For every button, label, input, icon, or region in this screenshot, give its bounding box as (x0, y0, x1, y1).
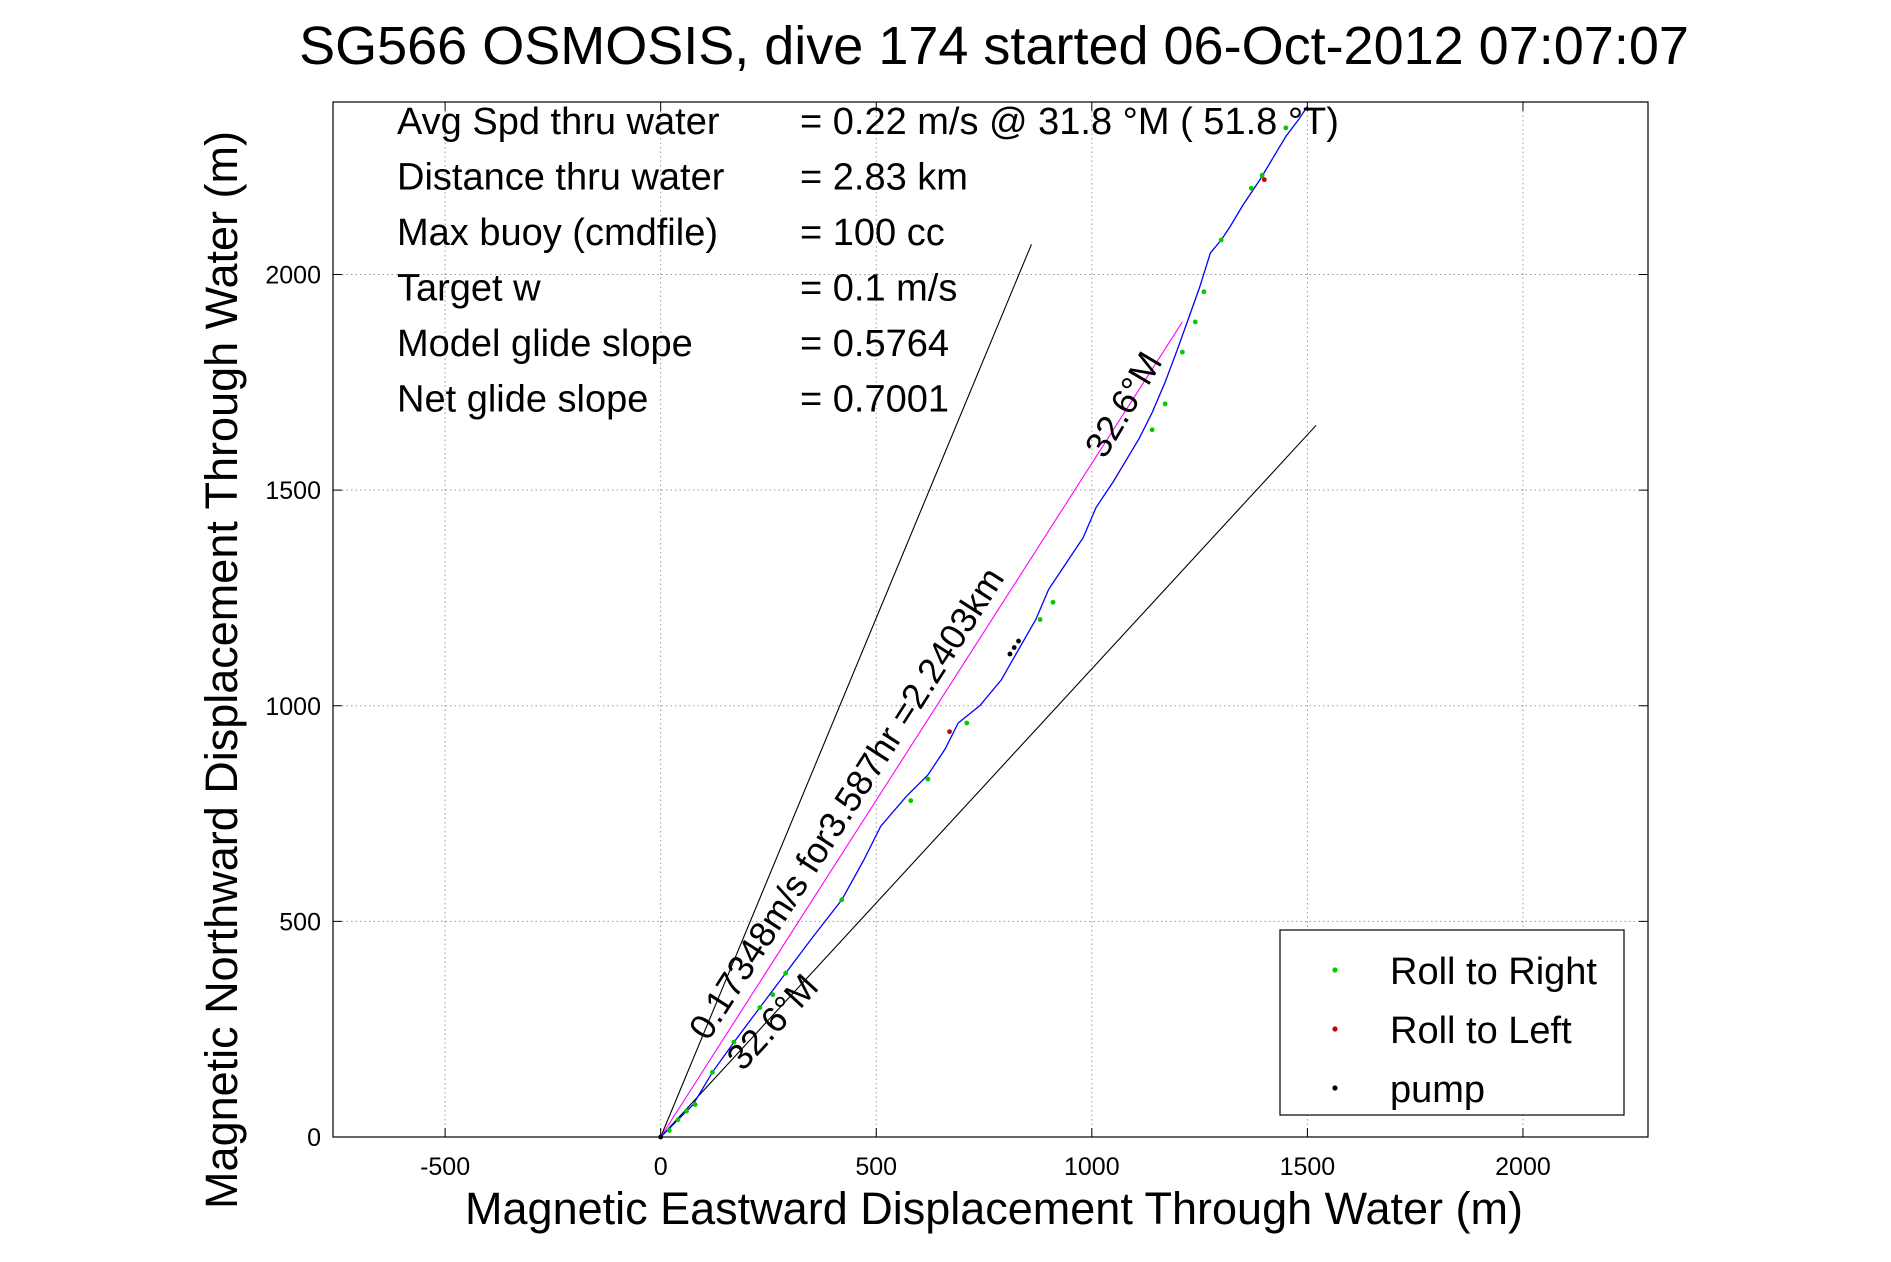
y-tick-label: 2000 (265, 262, 321, 290)
legend-marker (1332, 1026, 1338, 1032)
point-roll-to-right (757, 1005, 763, 1011)
x-tick-label: 2000 (1495, 1153, 1551, 1181)
x-axis-label: Magnetic Eastward Displacement Through W… (465, 1183, 1523, 1234)
info-label: Net glide slope (397, 379, 648, 421)
point-roll-to-right (1149, 427, 1155, 433)
point-roll-to-left (1261, 177, 1267, 183)
info-label: Avg Spd thru water (397, 101, 720, 143)
info-value: = 0.22 m/s @ 31.8 °M ( 51.8 °T) (800, 101, 1339, 143)
axis-ticks: -500 0 500 1000 1500 2000 0 500 1000 1500 2000 (265, 102, 1648, 1181)
legend-marker (1332, 1085, 1338, 1091)
x-tick-label: -500 (420, 1153, 470, 1181)
y-tick-label: 500 (279, 908, 321, 936)
point-roll-to-right (783, 970, 789, 976)
grid (333, 102, 1648, 1138)
point-roll-to-right (675, 1117, 681, 1123)
info-label: Max buoy (cmdfile) (397, 212, 718, 254)
track-line (660, 105, 1308, 1138)
point-roll-to-right (666, 1128, 672, 1133)
y-axis-label: Magnetic Northward Displacement Through … (196, 131, 247, 1209)
y-tick-label: 1500 (265, 477, 321, 505)
point-roll-to-right (1283, 125, 1289, 131)
info-value: = 0.1 m/s (800, 268, 957, 310)
point-roll-to-right (1218, 237, 1224, 243)
point-roll-to-right (684, 1108, 689, 1114)
legend-label: Roll to Left (1390, 1010, 1572, 1052)
x-tick-label: 1000 (1064, 1153, 1120, 1181)
point-roll-to-right (731, 1039, 737, 1045)
point-roll-to-right (1162, 401, 1168, 407)
reference-lines (660, 244, 1317, 1138)
chart-title: SG566 OSMOSIS, dive 174 started 06-Oct-2… (299, 16, 1689, 76)
info-value: = 0.7001 (800, 379, 949, 421)
x-tick-label: 500 (855, 1153, 897, 1181)
legend[interactable]: Roll to Right Roll to Left pump (1279, 929, 1625, 1116)
y-tick-label: 1000 (265, 693, 321, 721)
track-layer (660, 105, 1308, 1138)
reference-line-target-course (660, 321, 1183, 1138)
point-roll-to-right (925, 776, 931, 782)
point-roll-to-right (1179, 349, 1185, 355)
reference-line-bound-right (660, 425, 1317, 1138)
point-roll-to-right (908, 798, 914, 804)
point-pump (1011, 645, 1017, 650)
info-label: Distance thru water (397, 157, 725, 199)
point-roll-to-right (1259, 172, 1265, 178)
legend-marker (1332, 967, 1338, 973)
legend-label: pump (1390, 1069, 1485, 1111)
point-pump (1007, 651, 1013, 657)
point-roll-to-right (710, 1069, 715, 1075)
reference-line-bound-left (660, 244, 1032, 1138)
point-roll-to-right (964, 720, 970, 726)
info-block: Avg Spd thru water = 0.22 m/s @ 31.8 °M (… (397, 101, 1339, 421)
data-points (658, 125, 1289, 1140)
info-value: = 0.5764 (800, 323, 949, 365)
x-tick-label: 1500 (1280, 1153, 1336, 1181)
point-roll-to-right (1037, 617, 1043, 622)
info-label: Target w (397, 268, 541, 310)
point-roll-to-right (1248, 185, 1254, 191)
y-tick-label: 0 (307, 1124, 321, 1152)
point-roll-to-left (947, 729, 952, 735)
point-roll-to-right (1201, 289, 1207, 295)
plot-frame (332, 101, 1649, 1138)
point-pump (1016, 638, 1021, 644)
info-label: Model glide slope (397, 323, 693, 365)
point-roll-to-right (1192, 319, 1198, 325)
legend-label: Roll to Right (1390, 951, 1597, 993)
info-value: = 100 cc (800, 212, 945, 254)
info-value: = 2.83 km (800, 157, 968, 199)
point-roll-to-right (839, 897, 845, 903)
point-roll-to-right (770, 992, 776, 998)
x-tick-label: 0 (654, 1153, 668, 1181)
legend-box (1279, 929, 1625, 1116)
point-roll-to-right (692, 1102, 698, 1108)
point-roll-to-right (1050, 599, 1056, 605)
